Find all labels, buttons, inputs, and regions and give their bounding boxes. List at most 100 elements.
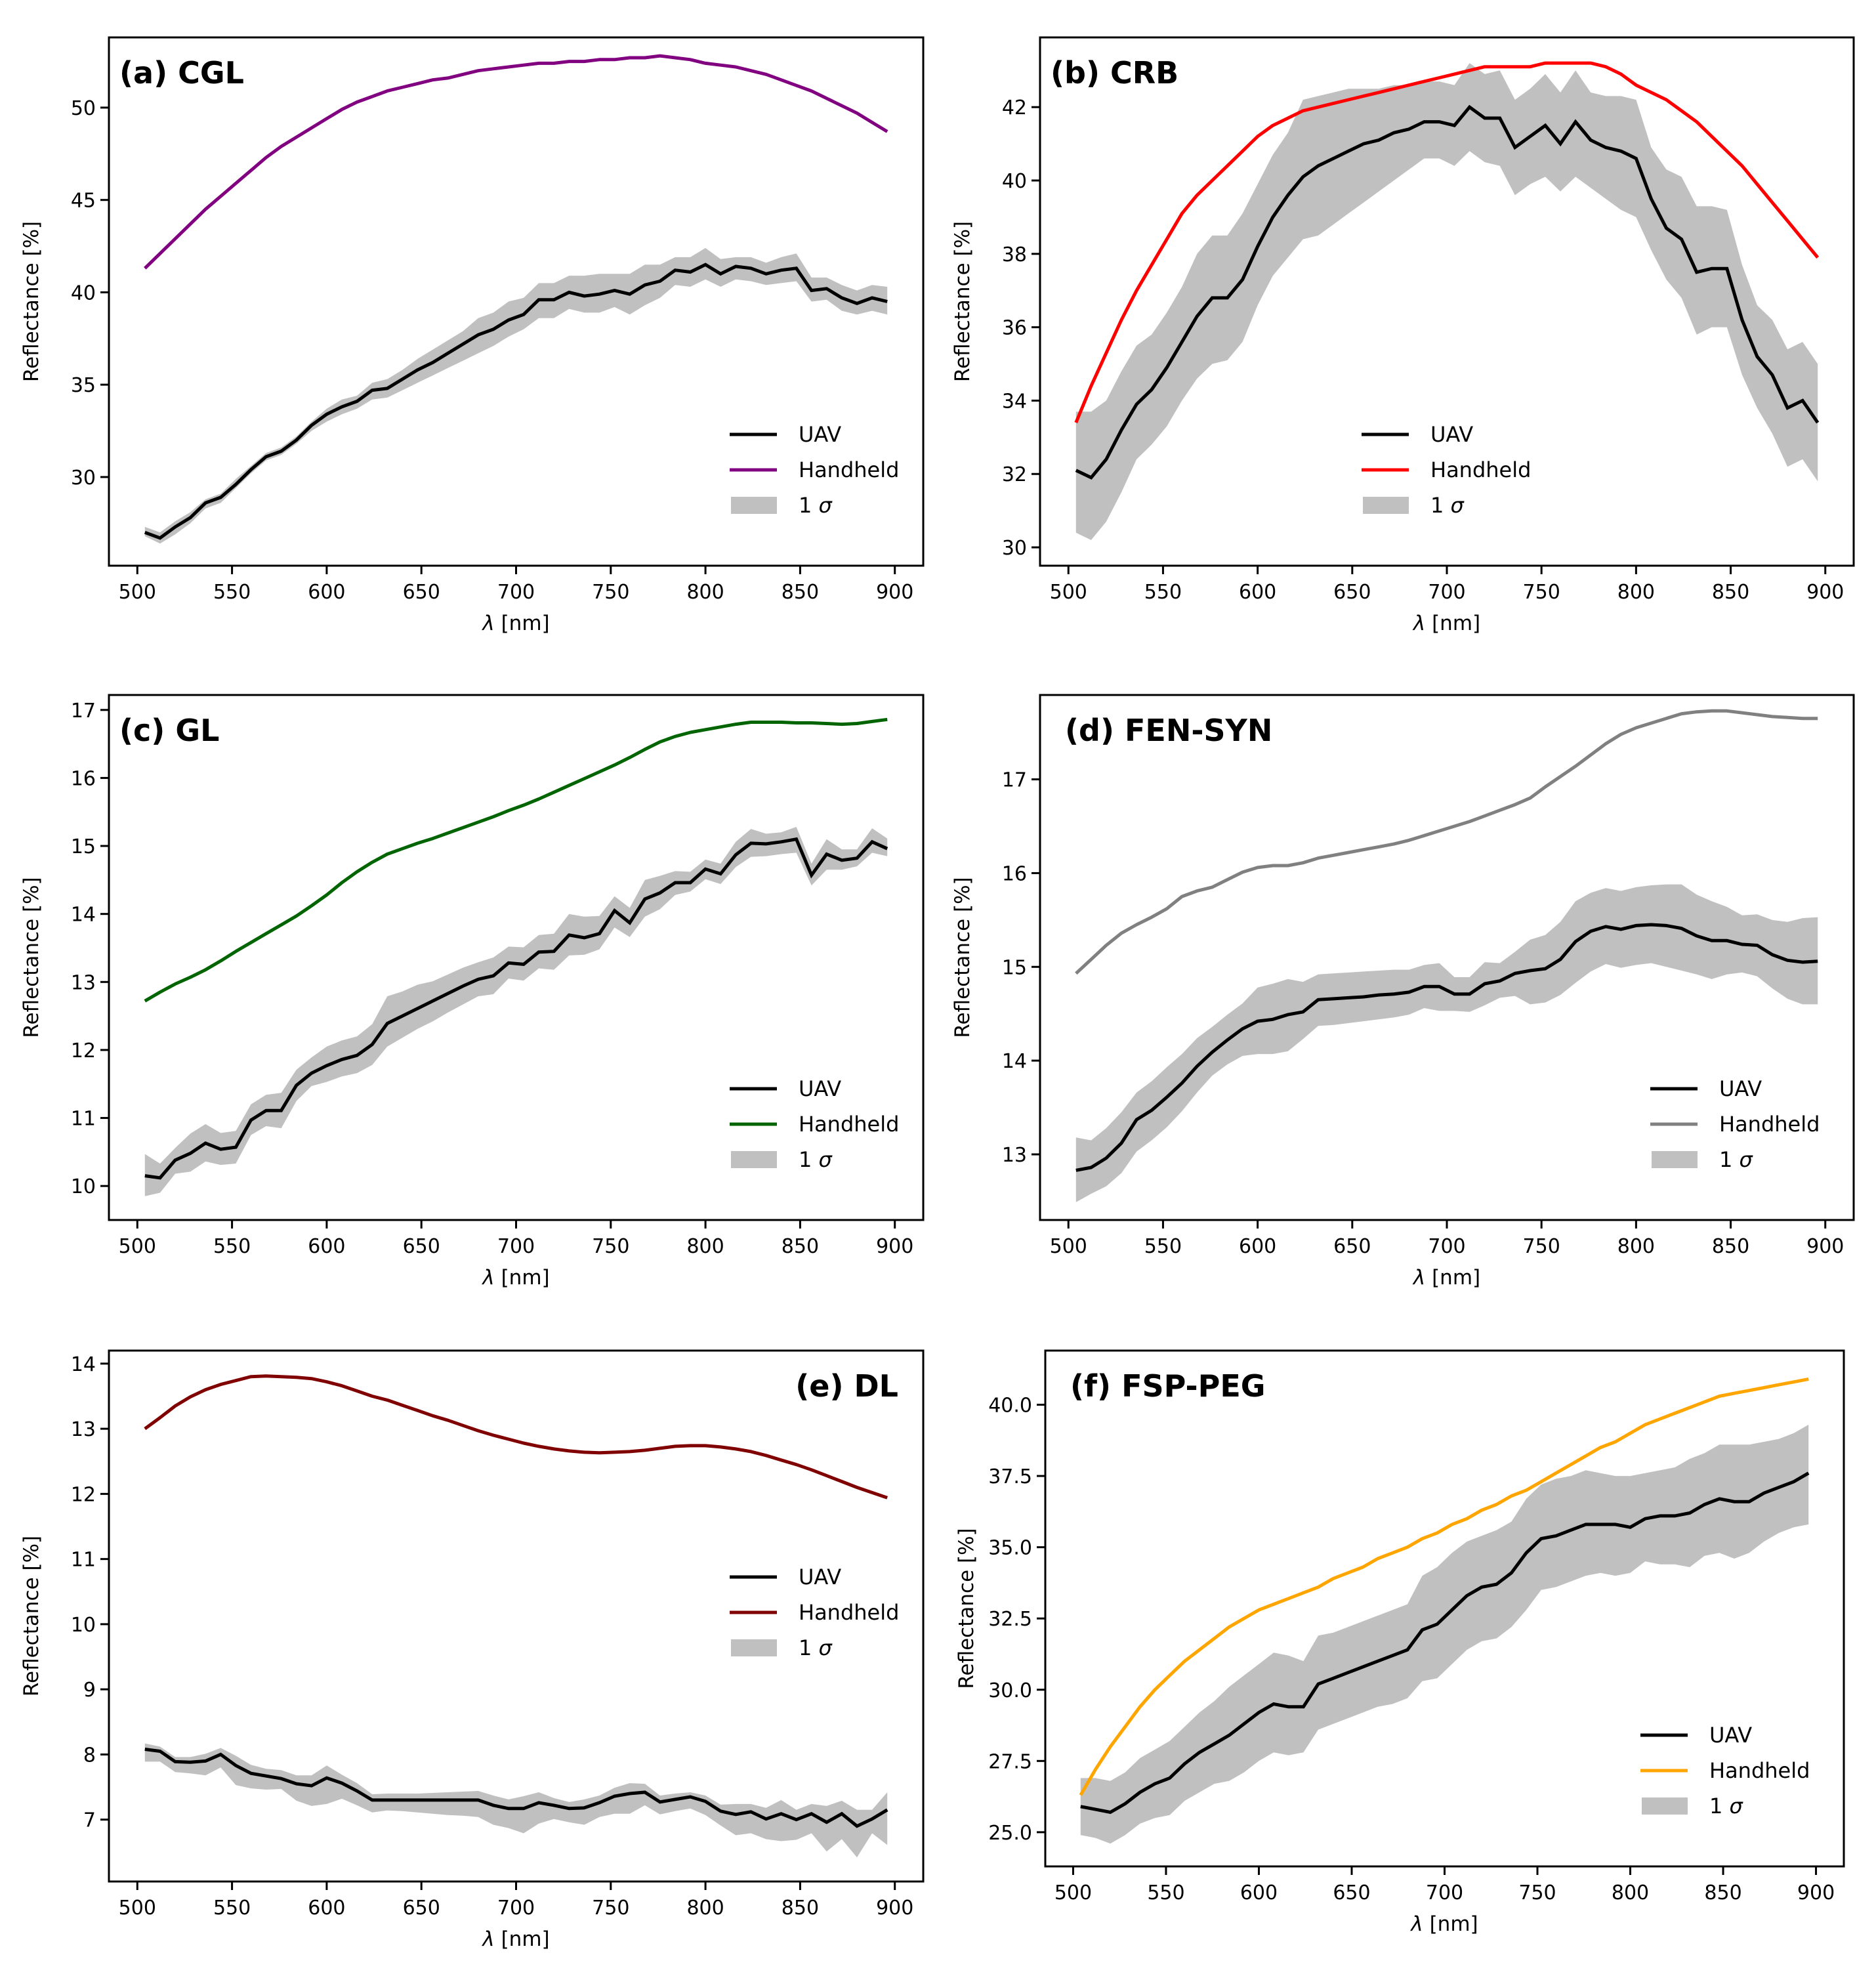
y-tick-label: 14 xyxy=(71,904,96,927)
y-tick-label: 50 xyxy=(71,97,96,120)
x-axis-label: λ [nm] xyxy=(1412,612,1480,635)
legend: UAV Handheld 1 σ xyxy=(1362,422,1531,518)
plot-area xyxy=(144,717,888,1196)
y-axis-label: Reflectance [%] xyxy=(951,221,974,382)
chart-panel-b: 500 550 600 650 700 750 800 850 900 30 32 34 36 38 40 4… xyxy=(951,36,1855,635)
y-axis-label: Reflectance [%] xyxy=(20,1536,43,1696)
x-tick-label: 850 xyxy=(782,581,819,604)
x-tick-label: 600 xyxy=(308,1897,345,1920)
x-axis-label: λ [nm] xyxy=(481,1927,549,1951)
legend-sigma-label: 1 σ xyxy=(1709,1794,1744,1818)
x-axis-label: λ [nm] xyxy=(481,1266,549,1290)
legend-sigma-swatch xyxy=(731,1151,777,1168)
x-axis-label: λ [nm] xyxy=(1412,1266,1480,1290)
chart-panel-f: 500 550 600 650 700 750 800 850 900 25.0 27.5 30.0 3… xyxy=(955,1349,1845,1936)
y-tick-label: 35.0 xyxy=(988,1537,1032,1560)
legend-uav-label: UAV xyxy=(799,422,841,447)
legend: UAV Handheld 1 σ xyxy=(1650,1076,1820,1172)
x-tick-label: 550 xyxy=(1144,1235,1182,1258)
x-tick-label: 650 xyxy=(403,581,440,604)
chart-panel-a: 500 550 600 650 700 750 800 850 900 30 35 40 45 50 λ [… xyxy=(20,36,925,635)
y-tick-label: 45 xyxy=(71,190,96,213)
panel-title: (e) DL xyxy=(795,1368,898,1404)
y-axis-label: Reflectance [%] xyxy=(955,1528,978,1689)
y-tick-label: 13 xyxy=(71,971,96,994)
y-tick-label: 10 xyxy=(71,1614,96,1637)
y-tick-label: 9 xyxy=(83,1679,96,1702)
panel-title: (b) CRB xyxy=(1051,55,1178,91)
sigma-band xyxy=(1075,884,1818,1202)
y-tick-label: 30.0 xyxy=(988,1679,1032,1702)
y-tick-label: 15 xyxy=(1002,956,1027,979)
legend-sigma-swatch xyxy=(1363,497,1409,514)
x-tick-label: 500 xyxy=(119,1235,156,1258)
y-tick-label: 10 xyxy=(71,1175,96,1198)
handheld-line xyxy=(1075,709,1818,975)
y-tick-label: 38 xyxy=(1002,243,1027,266)
x-axis-label: λ [nm] xyxy=(1409,1912,1478,1936)
y-tick-label: 16 xyxy=(71,767,96,790)
y-tick-label: 34 xyxy=(1002,390,1027,413)
x-tick-label: 500 xyxy=(1054,1881,1092,1904)
uav-line xyxy=(1075,923,1818,1172)
plot-area xyxy=(1074,61,1820,540)
legend-sigma-label: 1 σ xyxy=(799,1635,833,1660)
y-tick-label: 7 xyxy=(83,1809,96,1832)
chart-panel-e: 500 550 600 650 700 750 800 850 900 7 8 9 10 11 12 13 14… xyxy=(20,1349,925,1951)
x-tick-label: 900 xyxy=(1806,1235,1844,1258)
y-tick-label: 40.0 xyxy=(988,1395,1032,1418)
legend-sigma-label: 1 σ xyxy=(1719,1147,1754,1172)
x-tick-label: 850 xyxy=(782,1897,819,1920)
handheld-line xyxy=(1079,1377,1809,1796)
handheld-line xyxy=(144,54,888,270)
legend-handheld-label: Handheld xyxy=(1430,457,1531,482)
uav-line xyxy=(144,1748,888,1828)
x-tick-label: 800 xyxy=(1617,1235,1655,1258)
y-tick-label: 11 xyxy=(71,1108,96,1131)
y-tick-label: 36 xyxy=(1002,317,1027,340)
y-tick-label: 13 xyxy=(71,1418,96,1441)
x-tick-label: 650 xyxy=(403,1235,440,1258)
x-tick-label: 650 xyxy=(1333,581,1371,604)
x-tick-label: 900 xyxy=(1797,1881,1835,1904)
x-tick-label: 700 xyxy=(1426,1881,1463,1904)
legend: UAV Handheld 1 σ xyxy=(730,422,899,518)
x-tick-label: 850 xyxy=(1712,1235,1749,1258)
y-tick-label: 30 xyxy=(1002,537,1027,560)
legend-handheld-label: Handheld xyxy=(799,457,899,482)
y-axis-label: Reflectance [%] xyxy=(20,221,43,382)
x-tick-label: 700 xyxy=(497,1897,535,1920)
x-tick-label: 850 xyxy=(1704,1881,1741,1904)
legend-sigma-label: 1 σ xyxy=(799,493,833,518)
y-tick-label: 30 xyxy=(71,467,96,490)
x-tick-label: 550 xyxy=(213,581,251,604)
y-tick-label: 32 xyxy=(1002,463,1027,486)
x-tick-label: 700 xyxy=(1428,1235,1465,1258)
x-tick-label: 850 xyxy=(782,1235,819,1258)
x-tick-label: 600 xyxy=(1240,1881,1278,1904)
x-tick-label: 800 xyxy=(686,581,724,604)
x-tick-label: 600 xyxy=(1239,581,1276,604)
x-tick-label: 750 xyxy=(1523,1235,1560,1258)
x-tick-label: 550 xyxy=(213,1897,251,1920)
y-tick-label: 17 xyxy=(71,700,96,723)
x-tick-label: 900 xyxy=(876,1897,913,1920)
legend-uav-label: UAV xyxy=(1709,1723,1752,1748)
x-tick-label: 800 xyxy=(1617,581,1655,604)
y-tick-label: 17 xyxy=(1002,769,1027,792)
legend-handheld-label: Handheld xyxy=(799,1600,899,1625)
x-tick-label: 500 xyxy=(119,581,156,604)
y-tick-label: 37.5 xyxy=(988,1465,1032,1488)
x-tick-label: 550 xyxy=(1144,581,1182,604)
sigma-band xyxy=(1080,1424,1809,1844)
x-tick-label: 750 xyxy=(592,1897,629,1920)
chart-panel-d: 500 550 600 650 700 750 800 850 900 13 14 15 16 17 λ [… xyxy=(951,694,1855,1290)
y-tick-label: 15 xyxy=(71,835,96,858)
uav-line xyxy=(1075,104,1820,480)
y-tick-label: 40 xyxy=(71,282,96,305)
legend-handheld-label: Handheld xyxy=(1709,1758,1810,1783)
y-tick-label: 11 xyxy=(71,1549,96,1572)
x-tick-label: 700 xyxy=(1428,581,1465,604)
y-tick-label: 25.0 xyxy=(988,1822,1032,1845)
